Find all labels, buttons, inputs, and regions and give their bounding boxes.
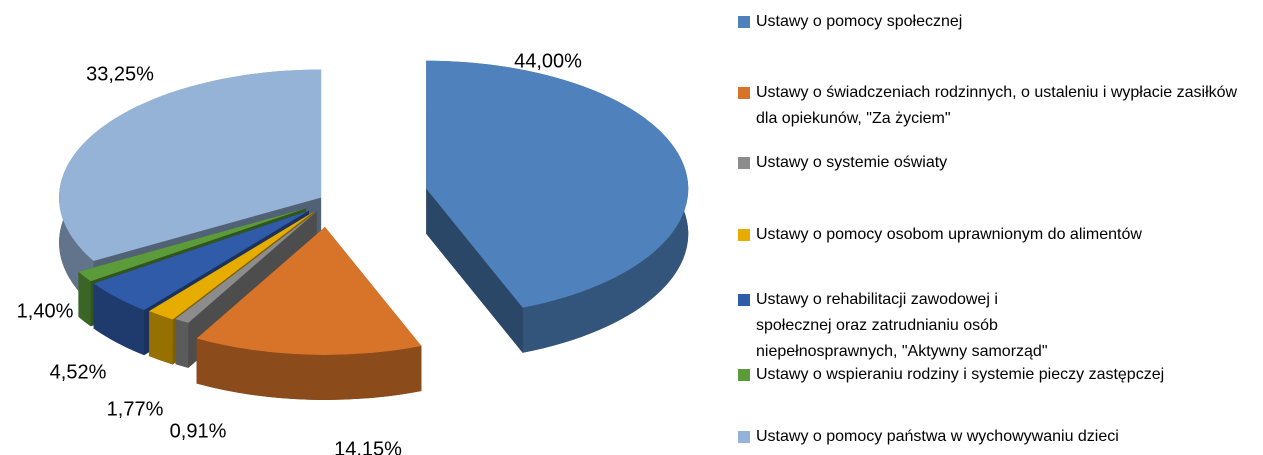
slice: [93, 210, 309, 311]
legend-item: Ustawy o systemie oświaty: [738, 150, 1238, 176]
data-label: 44,00%: [514, 50, 582, 72]
slice-side: [175, 319, 189, 368]
legend-label: Ustawy o systemie oświaty: [756, 154, 948, 171]
legend-swatch: [738, 294, 750, 306]
legend-swatch: [738, 157, 750, 169]
legend-label: Ustawy o pomocy państwa w wychowywaniu d…: [756, 428, 1119, 445]
slice: [175, 211, 317, 323]
slice: [196, 226, 422, 400]
legend-label: Ustawy o pomocy społecznej: [756, 13, 963, 30]
legend-item: Ustawy o rehabilitacji zawodowej i społe…: [738, 287, 1068, 365]
slice-side: [175, 211, 317, 365]
legend-item: Ustawy o pomocy państwa w wychowywaniu d…: [738, 424, 1238, 450]
legend-swatch: [738, 16, 750, 28]
data-label: 4,52%: [50, 361, 107, 383]
legend-swatch: [738, 87, 750, 99]
pie-area: 44,00% 14,15% 0,91% 1,77%4,52% 1,40% 33,25%: [17, 50, 689, 455]
legend-swatch: [738, 229, 750, 241]
slice: [196, 226, 422, 355]
legend-item: Ustawy o pomocy społecznej: [738, 9, 1238, 35]
legend-item: Ustawy o wspieraniu rodziny i systemie p…: [738, 362, 1238, 388]
legend-label: Ustawy o wspieraniu rodziny i systemie p…: [756, 366, 1165, 383]
legend-item: Ustawy o pomocy osobom uprawnionym do al…: [738, 222, 1238, 248]
legend-label: Ustawy o świadczeniach rodzinnych, o ust…: [756, 84, 1238, 127]
legend-swatch: [738, 369, 750, 381]
slice: [59, 69, 322, 262]
data-label: 1,40%: [17, 300, 74, 322]
data-label: 1,77%: [107, 398, 164, 420]
slice-side: [93, 283, 145, 356]
slice-side: [426, 188, 523, 353]
legend-label: Ustawy o rehabilitacji zawodowej i społe…: [756, 291, 1048, 360]
slice-side: [78, 271, 91, 327]
slice-side: [196, 338, 422, 400]
slice: [426, 60, 689, 353]
slice-side: [149, 311, 173, 365]
slice: [426, 60, 689, 308]
data-label: 14,15%: [334, 438, 402, 455]
legend-item: Ustawy o świadczeniach rodzinnych, o ust…: [738, 80, 1238, 132]
data-label: 0,91%: [170, 420, 227, 442]
slice: [78, 208, 307, 282]
legend-swatch: [738, 431, 750, 443]
slice: [149, 211, 314, 320]
legend-label: Ustawy o pomocy osobom uprawnionym do al…: [756, 226, 1142, 243]
data-label: 33,25%: [86, 63, 154, 85]
